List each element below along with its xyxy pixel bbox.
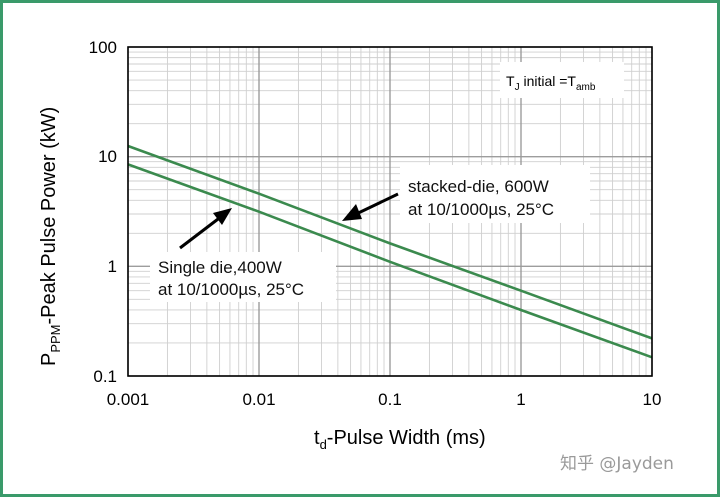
watermark: 知乎 @Jayden: [560, 454, 674, 474]
series-layer: [127, 144, 653, 359]
annotation-single-line1: Single die,400W: [158, 258, 282, 277]
x-tick-label: 0.1: [378, 390, 402, 409]
x-tick-labels: 0.001 0.01 0.1 1 10: [107, 390, 662, 409]
annotation-stacked-line2: at 10/1000µs, 25°C: [408, 200, 554, 219]
annotation-arrow-single-shaft: [179, 214, 223, 250]
annotation-single-line2: at 10/1000µs, 25°C: [158, 280, 304, 299]
x-axis-label: td-Pulse Width (ms): [314, 427, 486, 452]
x-tick-label: 10: [643, 390, 662, 409]
annotation-arrow-single-head: [213, 208, 232, 225]
y-tick-label: 100: [89, 38, 117, 57]
series-line-stacked-die: [127, 144, 653, 340]
annotation-stacked-line1: stacked-die, 600W: [408, 177, 549, 196]
y-tick-labels: 100 10 1 0.1: [89, 38, 117, 386]
annotation-box-single: [150, 252, 336, 302]
series-line-single-die: [127, 163, 653, 359]
y-tick-label: 10: [98, 147, 117, 166]
condition-box: [500, 62, 624, 98]
annotation-arrow-stacked-head: [342, 204, 362, 221]
x-tick-label: 0.01: [242, 390, 275, 409]
y-tick-label: 1: [108, 257, 117, 276]
plot-border: [127, 46, 653, 377]
x-tick-label: 1: [516, 390, 525, 409]
condition-label: TJ initial =Tamb: [506, 73, 596, 93]
annotation-arrow-stacked-shaft: [351, 192, 399, 218]
y-axis-label: PPPM-Peak Pulse Power (kW): [38, 107, 63, 366]
annotation-box-stacked: [400, 165, 590, 223]
x-tick-label: 0.001: [107, 390, 150, 409]
y-tick-label: 0.1: [93, 367, 117, 386]
